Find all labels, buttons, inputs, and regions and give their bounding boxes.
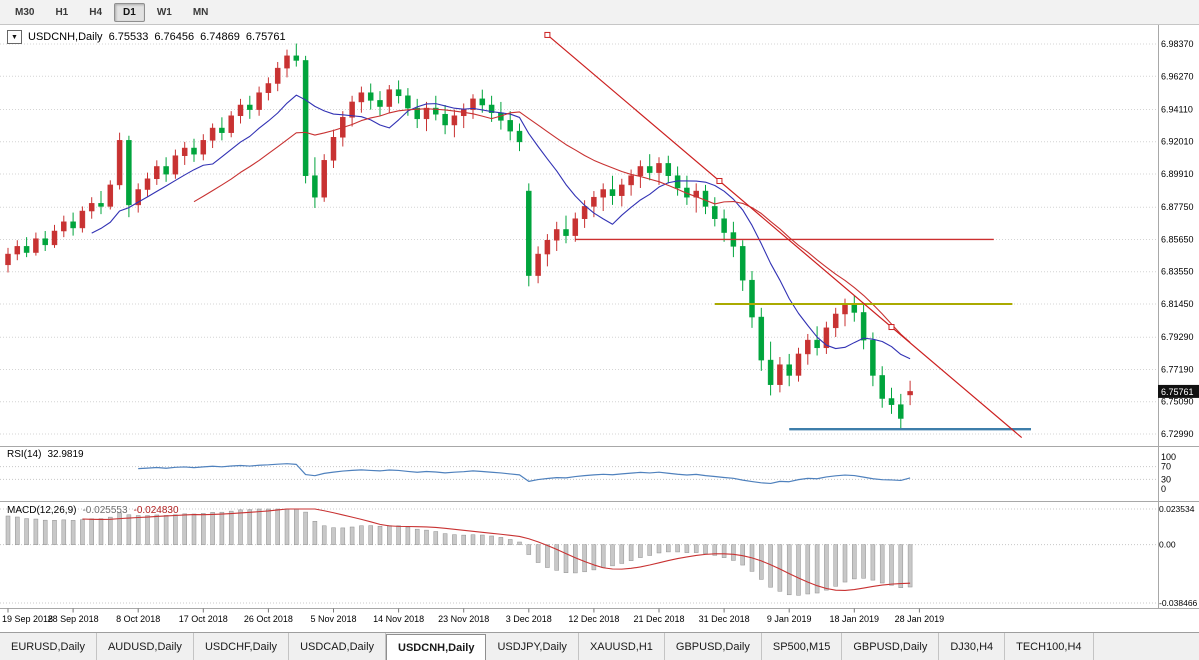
- svg-text:28 Sep 2018: 28 Sep 2018: [48, 614, 99, 624]
- chart-tab-gbpusd-daily[interactable]: GBPUSD,Daily: [842, 633, 940, 660]
- timeframe-button-h1[interactable]: H1: [55, 6, 69, 18]
- svg-text:14 Nov 2018: 14 Nov 2018: [373, 614, 424, 624]
- timeframe-button-h4[interactable]: H4: [89, 6, 103, 18]
- macd-histogram: [5, 508, 913, 596]
- svg-text:6.85650: 6.85650: [1161, 234, 1194, 244]
- chart-canvas[interactable]: 6.98370 6.96270 6.94110 6.92010 6.89910 6.877…: [0, 25, 1199, 632]
- svg-text:17 Oct 2018: 17 Oct 2018: [179, 614, 228, 624]
- svg-text:-0.038466: -0.038466: [1159, 598, 1198, 608]
- symbol-dropdown-icon[interactable]: ▼: [7, 30, 22, 44]
- ohlc-close-value: 6.75761: [245, 31, 286, 43]
- svg-text:0.023534: 0.023534: [1159, 504, 1195, 514]
- svg-text:12 Dec 2018: 12 Dec 2018: [568, 614, 619, 624]
- svg-text:21 Dec 2018: 21 Dec 2018: [633, 614, 684, 624]
- chart-tab-gbpusd-daily[interactable]: GBPUSD,Daily: [665, 633, 762, 660]
- trendline-handle[interactable]: [716, 177, 723, 184]
- macd-signal-value: -0.024830: [133, 505, 179, 516]
- chart-title: ▼ USDCNH,Daily 6.75533 6.76456 6.74869 6…: [7, 30, 286, 44]
- svg-text:6.87750: 6.87750: [1161, 202, 1194, 212]
- timeframe-button-w1[interactable]: W1: [156, 6, 172, 18]
- rsi-panel: [0, 466, 1158, 480]
- candlestick-series: [5, 43, 913, 430]
- svg-text:6.98370: 6.98370: [1161, 39, 1194, 49]
- svg-text:6.77190: 6.77190: [1161, 364, 1194, 374]
- chart-tab-audusd-daily[interactable]: AUDUSD,Daily: [97, 633, 194, 660]
- svg-text:5 Nov 2018: 5 Nov 2018: [310, 614, 356, 624]
- svg-text:19 Sep 2018: 19 Sep 2018: [2, 614, 53, 624]
- svg-text:31 Dec 2018: 31 Dec 2018: [699, 614, 750, 624]
- svg-text:18 Jan 2019: 18 Jan 2019: [830, 614, 880, 624]
- svg-text:6.96270: 6.96270: [1161, 71, 1194, 81]
- svg-text:28 Jan 2019: 28 Jan 2019: [895, 614, 945, 624]
- rsi-indicator-label: RSI(14) 32.9819: [7, 449, 84, 460]
- chart-tab-tech100-h4[interactable]: TECH100,H4: [1005, 633, 1094, 660]
- svg-text:30: 30: [1161, 474, 1171, 484]
- svg-text:6.89910: 6.89910: [1161, 169, 1194, 179]
- chart-tab-sp500-m15[interactable]: SP500,M15: [762, 633, 843, 660]
- timeframe-button-mn[interactable]: MN: [192, 6, 209, 18]
- svg-text:6.92010: 6.92010: [1161, 137, 1194, 147]
- trendline-object[interactable]: [544, 31, 1023, 439]
- trendline-handle[interactable]: [544, 31, 551, 38]
- macd-signal-line: [82, 508, 911, 591]
- chart-tabs: EURUSD,Daily AUDUSD,Daily USDCHF,Daily USDC…: [0, 632, 1199, 660]
- svg-text:3 Dec 2018: 3 Dec 2018: [506, 614, 552, 624]
- rsi-value: 32.9819: [47, 449, 84, 460]
- ohlc-high-value: 6.76456: [154, 31, 195, 43]
- svg-text:70: 70: [1161, 462, 1171, 472]
- rsi-line: [138, 463, 911, 485]
- ohlc-low-value: 6.74869: [200, 31, 240, 43]
- chart-symbol-period: USDCNH,Daily: [28, 31, 103, 43]
- timeframe-button-d1[interactable]: D1: [114, 2, 145, 22]
- svg-text:6.72990: 6.72990: [1161, 429, 1194, 439]
- macd-name: MACD(12,26,9): [7, 505, 77, 516]
- svg-text:0: 0: [1161, 484, 1166, 494]
- svg-text:0.00: 0.00: [1159, 540, 1176, 550]
- svg-text:6.94110: 6.94110: [1161, 104, 1193, 114]
- rsi-name: RSI(14): [7, 449, 42, 460]
- ma-slow-line: [193, 108, 911, 343]
- svg-text:100: 100: [1161, 452, 1176, 462]
- ma-fast-line: [91, 94, 911, 360]
- svg-text:6.75090: 6.75090: [1161, 397, 1194, 407]
- svg-text:6.81450: 6.81450: [1161, 299, 1194, 309]
- svg-text:26 Oct 2018: 26 Oct 2018: [244, 614, 293, 624]
- chart-tab-usdcnh-daily[interactable]: USDCNH,Daily: [386, 634, 487, 660]
- svg-text:6.75761: 6.75761: [1161, 387, 1194, 397]
- svg-text:23 Nov 2018: 23 Nov 2018: [438, 614, 489, 624]
- timeframe-toolbar: M30 H1 H4 D1 W1 MN: [0, 0, 1199, 25]
- svg-text:8 Oct 2018: 8 Oct 2018: [116, 614, 160, 624]
- chart-tab-eurusd-daily[interactable]: EURUSD,Daily: [0, 633, 97, 660]
- ohlc-open-value: 6.75533: [108, 31, 149, 43]
- svg-text:6.79290: 6.79290: [1161, 332, 1194, 342]
- chart-area: 6.98370 6.96270 6.94110 6.92010 6.89910 6.877…: [0, 25, 1199, 632]
- chart-tab-usdchf-daily[interactable]: USDCHF,Daily: [194, 633, 290, 660]
- trendline-handle[interactable]: [888, 324, 895, 331]
- chart-tab-usdjpy-daily[interactable]: USDJPY,Daily: [486, 633, 579, 660]
- svg-text:9 Jan 2019: 9 Jan 2019: [767, 614, 812, 624]
- chart-tab-usdcad-daily[interactable]: USDCAD,Daily: [289, 633, 387, 660]
- chart-tab-dj30-h4[interactable]: DJ30,H4: [939, 633, 1006, 660]
- macd-indicator-label: MACD(12,26,9) -0.025553 -0.024830: [7, 505, 179, 516]
- timeframe-button-m30[interactable]: M30: [15, 6, 35, 18]
- svg-text:6.83550: 6.83550: [1161, 267, 1194, 277]
- chart-tab-xauusd-h1[interactable]: XAUUSD,H1: [579, 633, 665, 660]
- macd-main-value: -0.025553: [82, 505, 128, 516]
- price-scale[interactable]: 6.98370 6.96270 6.94110 6.92010 6.89910 6.877…: [1158, 25, 1198, 609]
- current-price-badge: 6.75761: [1158, 384, 1199, 398]
